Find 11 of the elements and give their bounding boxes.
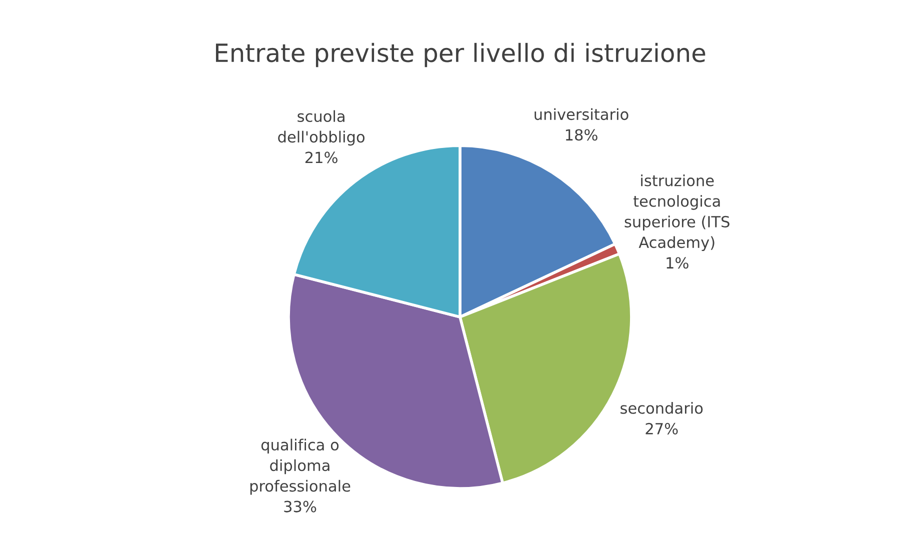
data-label: 1% — [666, 257, 688, 269]
data-label: 18% — [566, 129, 598, 141]
slice-label: istruzione tecnologica superiore (ITS Academy) — [624, 174, 730, 252]
chart-title: Entrate previste per livello di istruzione — [216, 42, 706, 68]
data-label: 27% — [646, 422, 678, 434]
data-label: 21% — [305, 152, 338, 164]
slice-label: secondario — [620, 402, 703, 414]
slice-label: qualifica o diploma professionale — [250, 438, 350, 495]
slice-label: scuola dell'obbligo — [278, 110, 364, 146]
slice-label: universitario — [534, 108, 628, 120]
data-label: 33% — [284, 500, 316, 512]
